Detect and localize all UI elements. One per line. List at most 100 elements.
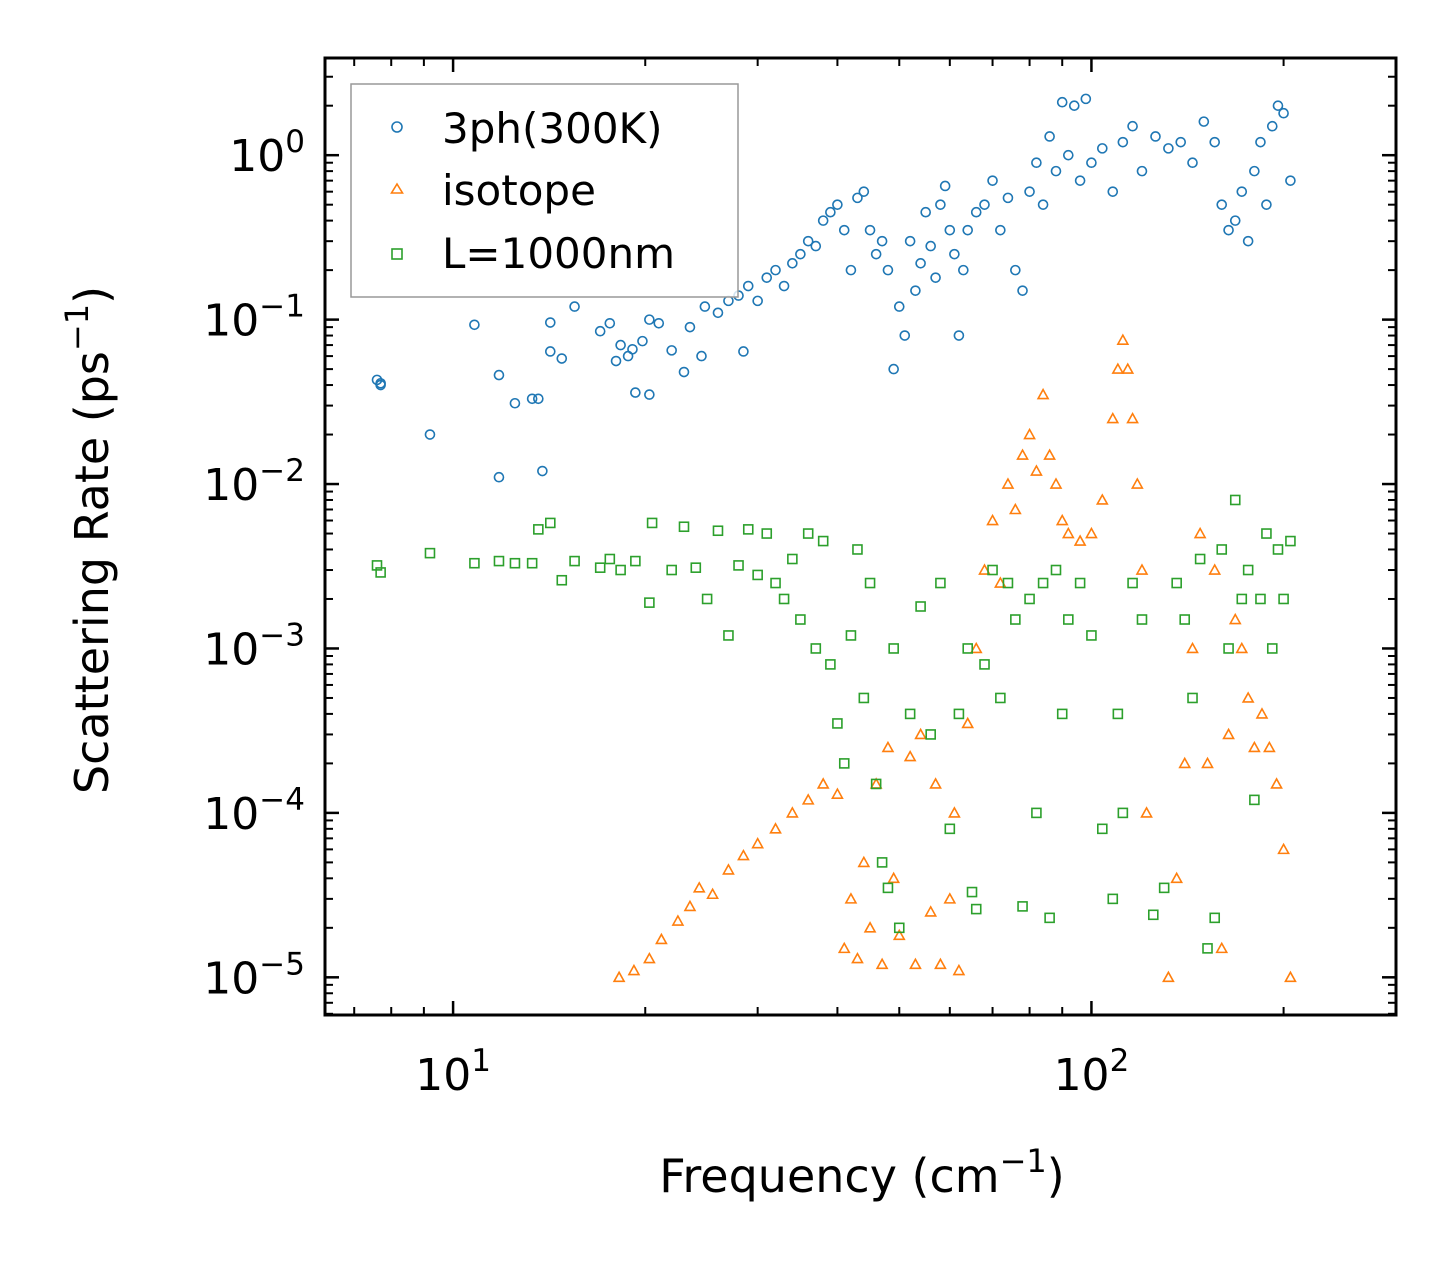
data-point: [1095, 493, 1109, 505]
data-point: [904, 235, 916, 247]
data-point: [1135, 563, 1149, 575]
data-point: [935, 577, 946, 589]
data-point: [948, 806, 961, 818]
data-point: [1140, 806, 1153, 818]
y-tick-label: 10−4: [203, 782, 305, 840]
data-point: [1036, 387, 1050, 400]
data-point: [678, 521, 690, 533]
data-point: [509, 397, 521, 409]
data-point: [1031, 807, 1042, 819]
data-point: [858, 692, 870, 704]
data-point: [684, 321, 696, 333]
data-point: [870, 248, 882, 260]
data-point: [1127, 120, 1138, 132]
data-point: [1001, 477, 1015, 489]
data-point: [556, 574, 568, 586]
data-point: [769, 822, 782, 834]
data-point: [864, 224, 876, 236]
data-point: [787, 258, 798, 269]
data-point: [904, 708, 916, 720]
data-point: [969, 641, 983, 654]
data-point: [893, 922, 905, 934]
data-point: [1063, 614, 1074, 625]
data-point: [630, 387, 641, 398]
data-point: [1263, 740, 1276, 753]
data-point: [1284, 970, 1297, 983]
data-point: [1241, 691, 1255, 703]
data-point: [1266, 643, 1278, 654]
data-point: [961, 716, 975, 729]
data-point: [1106, 411, 1120, 424]
data-point: [979, 199, 990, 210]
data-point: [533, 524, 544, 535]
data-point: [1017, 901, 1028, 912]
data-point: [424, 547, 436, 559]
data-point: [1085, 526, 1098, 539]
data-point: [770, 264, 781, 276]
data-point: [914, 727, 927, 740]
data-point: [1037, 577, 1049, 589]
data-point: [1121, 362, 1135, 374]
data-point: [671, 914, 685, 926]
data-point: [1158, 882, 1170, 894]
y-tick-label: 10−2: [203, 453, 305, 511]
data-point: [1086, 630, 1097, 641]
data-point: [1236, 593, 1248, 605]
data-point: [1272, 100, 1284, 111]
data-point: [1136, 165, 1148, 177]
data-point: [1073, 534, 1087, 546]
data-point: [509, 557, 521, 569]
data-point: [1223, 224, 1234, 236]
data-point: [655, 932, 668, 945]
data-point: [751, 837, 765, 849]
data-point: [1278, 107, 1289, 119]
data-point: [1117, 807, 1129, 819]
data-point: [1278, 593, 1289, 605]
data-point: [644, 597, 655, 608]
data-point: [857, 855, 871, 868]
y-tick-label: 10−1: [203, 289, 305, 347]
data-point: [924, 905, 938, 917]
data-point: [970, 903, 982, 915]
data-point: [810, 643, 822, 654]
data-point: [696, 350, 707, 362]
data-point: [666, 564, 677, 576]
x-tick-label: 101: [415, 1043, 491, 1101]
data-point: [493, 471, 505, 483]
data-point: [1208, 563, 1222, 575]
data-point: [1255, 593, 1266, 605]
data-point: [1136, 614, 1148, 625]
data-point: [375, 567, 386, 578]
data-point: [569, 301, 580, 312]
series-isotope: [612, 333, 1297, 983]
data-point: [1277, 842, 1290, 855]
data-point: [424, 429, 436, 440]
data-point: [653, 317, 665, 329]
data-point: [604, 553, 616, 565]
axes: 101 102 100 10−1 10−2 10−3 10−4 10−5: [203, 58, 1397, 1101]
data-point: [1086, 157, 1097, 169]
data-point: [876, 857, 888, 868]
data-point: [1097, 143, 1108, 154]
data-point: [1272, 544, 1284, 555]
data-point: [1186, 641, 1199, 654]
data-point: [752, 295, 763, 307]
data-point: [627, 963, 641, 976]
y-tick-label: 100: [229, 124, 305, 182]
data-point: [863, 921, 877, 933]
data-point: [1150, 131, 1161, 142]
data-point: [1249, 165, 1260, 177]
data-point: [545, 517, 556, 529]
y-tick-label: 10−3: [203, 617, 305, 675]
data-point: [817, 535, 829, 547]
data-point: [1010, 614, 1021, 625]
data-point: [644, 314, 655, 325]
legend-box: [350, 83, 739, 298]
data-point: [646, 517, 658, 529]
data-point: [699, 301, 711, 312]
data-point: [1198, 116, 1210, 127]
x-tick-label: 102: [1054, 1043, 1130, 1101]
data-point: [1116, 333, 1130, 345]
data-point: [1171, 577, 1182, 589]
data-point: [1010, 264, 1021, 276]
